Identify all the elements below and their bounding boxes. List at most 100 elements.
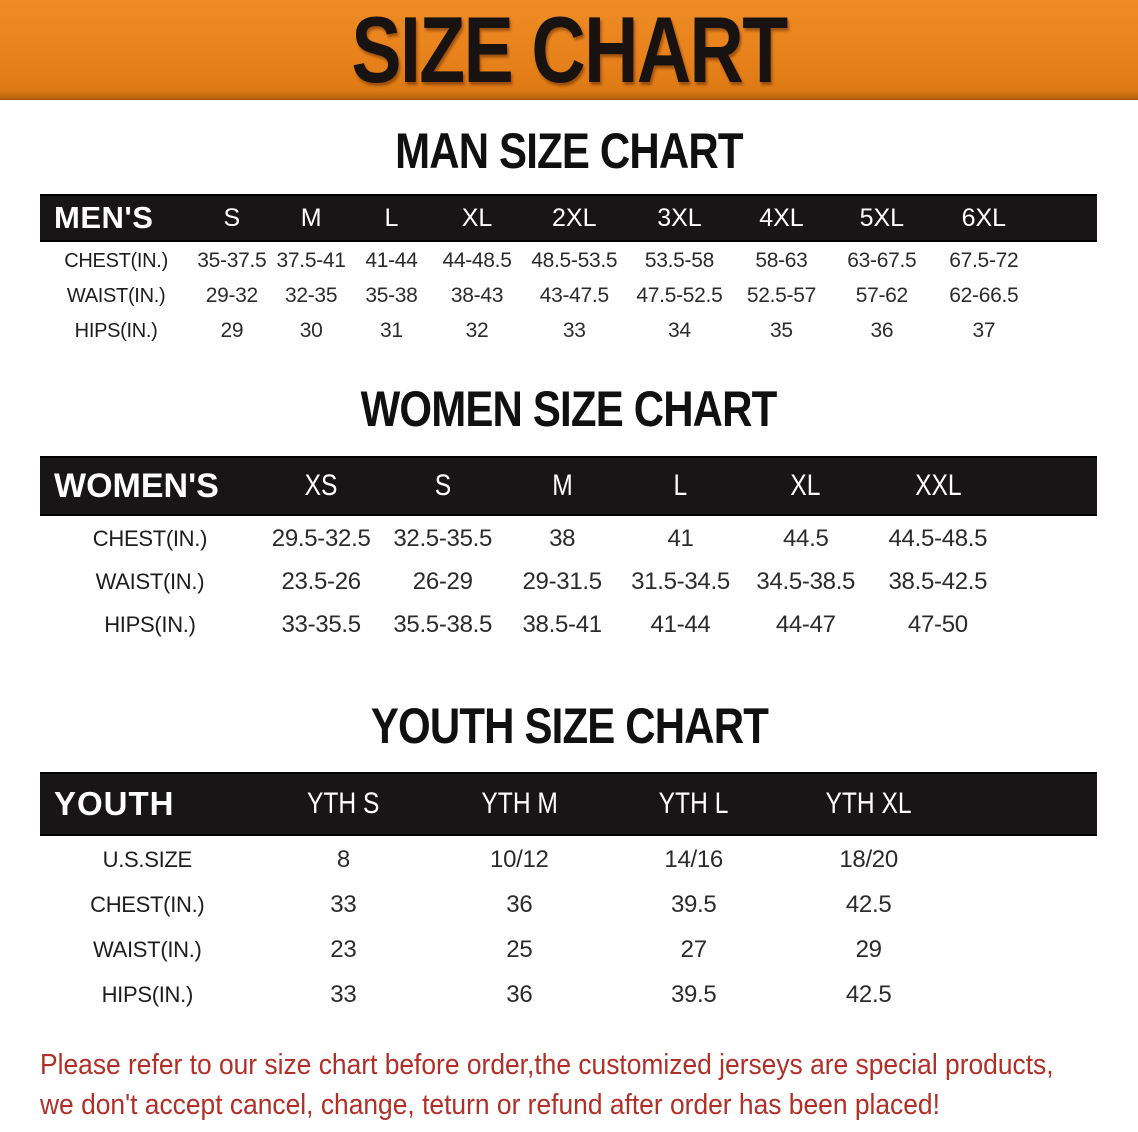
table-cell: 34	[626, 315, 733, 347]
table-cell: 37.5-41	[271, 245, 351, 277]
spacer-cell	[1003, 562, 1097, 602]
table-cell: 23	[254, 929, 433, 971]
column-header: S	[192, 194, 272, 242]
table-cell: 41-44	[621, 605, 740, 645]
section-heading-text: MAN SIZE CHART	[395, 123, 743, 179]
section-heading-text: YOUTH SIZE CHART	[370, 698, 768, 754]
table-cell: 47.5-52.5	[626, 280, 733, 312]
table-cell: 41	[621, 519, 740, 559]
table-cell: 38-43	[432, 280, 522, 312]
section-women-size-chart: WOMEN SIZE CHART WOMEN'S XS S M L XL XXL CHEST(I…	[0, 381, 1138, 648]
table-cell: 33	[254, 884, 433, 926]
table-cell: 33-35.5	[259, 605, 383, 645]
column-header-text: L	[673, 469, 688, 502]
table-cell: 43-47.5	[521, 280, 627, 312]
column-header-text: XL	[790, 469, 821, 502]
row-label: HIPS(IN.)	[40, 974, 255, 1016]
disclaimer-line-2: we don't accept cancel, change, teturn o…	[40, 1089, 940, 1121]
table-cell: 29	[780, 929, 957, 971]
column-header: XL	[739, 456, 872, 516]
column-header: 5XL	[830, 194, 934, 242]
column-header: 2XL	[521, 194, 627, 242]
table-cell: 30	[271, 315, 351, 347]
spacer-cell	[956, 884, 1097, 926]
section-heading-women: WOMEN SIZE CHART	[0, 381, 1138, 437]
table-row: HIPS(IN.) 33-35.5 35.5-38.5 38.5-41 41-44 44-…	[40, 605, 1097, 645]
table-cell: 29-31.5	[502, 562, 622, 602]
table-cell: 42.5	[780, 884, 957, 926]
column-header-text: S	[223, 203, 241, 232]
table-row: WAIST(IN.) 23.5-26 26-29 29-31.5 31.5-34.5 34…	[40, 562, 1097, 602]
table-cell: 31.5-34.5	[621, 562, 740, 602]
row-label: CHEST(IN.)	[40, 884, 255, 926]
spacer-cell	[1034, 245, 1097, 277]
table-cell: 44.5-48.5	[871, 519, 1004, 559]
column-header: 3XL	[626, 194, 733, 242]
table-cell: 52.5-57	[732, 280, 831, 312]
column-header-text: M	[551, 469, 573, 502]
table-cell: 42.5	[780, 974, 957, 1016]
table-cell: 35	[732, 315, 831, 347]
column-header-text: XL	[461, 203, 493, 232]
column-header: L	[350, 194, 433, 242]
column-header: M	[271, 194, 351, 242]
table-cell: 67.5-72	[933, 245, 1035, 277]
table-cell: 33	[254, 974, 433, 1016]
column-header: XXL	[871, 456, 1004, 516]
table-row: CHEST(IN.) 33 36 39.5 42.5	[40, 884, 1097, 926]
column-header: L	[621, 456, 740, 516]
table-cell: 27	[606, 929, 781, 971]
column-header-text: M	[300, 203, 322, 232]
table-cell: 32-35	[271, 280, 351, 312]
row-label: U.S.SIZE	[40, 839, 255, 881]
column-header-text: YTH S	[307, 787, 380, 820]
column-header-text: YTH L	[658, 787, 729, 820]
table-cell: 44.5	[739, 519, 872, 559]
table-cell: 29	[192, 315, 272, 347]
column-header: YTH M	[432, 772, 607, 836]
column-header-text: YTH M	[481, 787, 558, 820]
table-cell: 36	[830, 315, 934, 347]
table-header-row: MEN'S S M L XL 2XL 3XL 4XL 5XL 6XL	[40, 194, 1097, 242]
section-men-size-chart: MAN SIZE CHART MEN'S S M L XL 2XL 3XL 4XL 5XL 6XL C…	[0, 123, 1138, 350]
table-cell: 25	[432, 929, 607, 971]
column-header-text: 2XL	[552, 203, 597, 232]
table-cell: 29-32	[192, 280, 272, 312]
spacer-cell	[956, 974, 1097, 1016]
table-cell: 34.5-38.5	[739, 562, 872, 602]
table-cell: 53.5-58	[626, 245, 733, 277]
disclaimer-line-1: Please refer to our size chart before or…	[40, 1049, 1054, 1081]
spacer-cell	[1034, 315, 1097, 347]
table-row: U.S.SIZE 8 10/12 14/16 18/20	[40, 839, 1097, 881]
table-cell: 57-62	[830, 280, 934, 312]
table-cell: 32	[432, 315, 522, 347]
table-row: HIPS(IN.) 29 30 31 32 33 34 35 36 37	[40, 315, 1097, 347]
table-cell: 31	[350, 315, 433, 347]
table-row: WAIST(IN.) 23 25 27 29	[40, 929, 1097, 971]
section-youth-size-chart: YOUTH SIZE CHART YOUTH YTH S YTH M YTH L YTH …	[0, 698, 1138, 1019]
column-header: M	[502, 456, 622, 516]
column-header: YTH S	[254, 772, 433, 836]
column-header-text: XS	[304, 469, 338, 502]
spacer-cell	[956, 929, 1097, 971]
disclaimer: Please refer to our size chart before or…	[40, 1045, 1138, 1125]
table-cell: 8	[254, 839, 433, 881]
table-cell: 35-37.5	[192, 245, 272, 277]
table-cell: 41-44	[350, 245, 433, 277]
banner: SIZE CHART	[0, 0, 1138, 100]
table-cell: 62-66.5	[933, 280, 1035, 312]
table-cell: 44-48.5	[432, 245, 522, 277]
spacer-cell	[1003, 519, 1097, 559]
table-cell: 23.5-26	[259, 562, 383, 602]
spacer-cell	[1034, 194, 1097, 242]
column-header: XL	[432, 194, 522, 242]
table-cell: 48.5-53.5	[521, 245, 627, 277]
row-label: CHEST(IN.)	[40, 519, 260, 559]
section-heading-text: WOMEN SIZE CHART	[361, 381, 778, 437]
column-header-text: XXL	[914, 469, 962, 502]
table-row: WAIST(IN.) 29-32 32-35 35-38 38-43 43-47.5 47.…	[40, 280, 1097, 312]
table-header-row: YOUTH YTH S YTH M YTH L YTH XL	[40, 772, 1097, 836]
section-heading-youth: YOUTH SIZE CHART	[0, 698, 1138, 754]
table-cell: 33	[521, 315, 627, 347]
